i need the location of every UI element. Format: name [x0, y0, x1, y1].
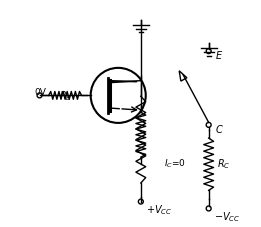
- Text: $E$: $E$: [215, 49, 223, 61]
- Text: $C$: $C$: [215, 123, 223, 135]
- Text: $-V_{CC}$: $-V_{CC}$: [213, 210, 240, 224]
- Text: 0V: 0V: [35, 89, 46, 98]
- Text: $R_B$: $R_B$: [59, 89, 72, 103]
- Text: $R_C$: $R_C$: [217, 157, 230, 171]
- Text: +$V_{CC}$: +$V_{CC}$: [146, 204, 172, 217]
- Text: $I_C$=0: $I_C$=0: [164, 158, 186, 170]
